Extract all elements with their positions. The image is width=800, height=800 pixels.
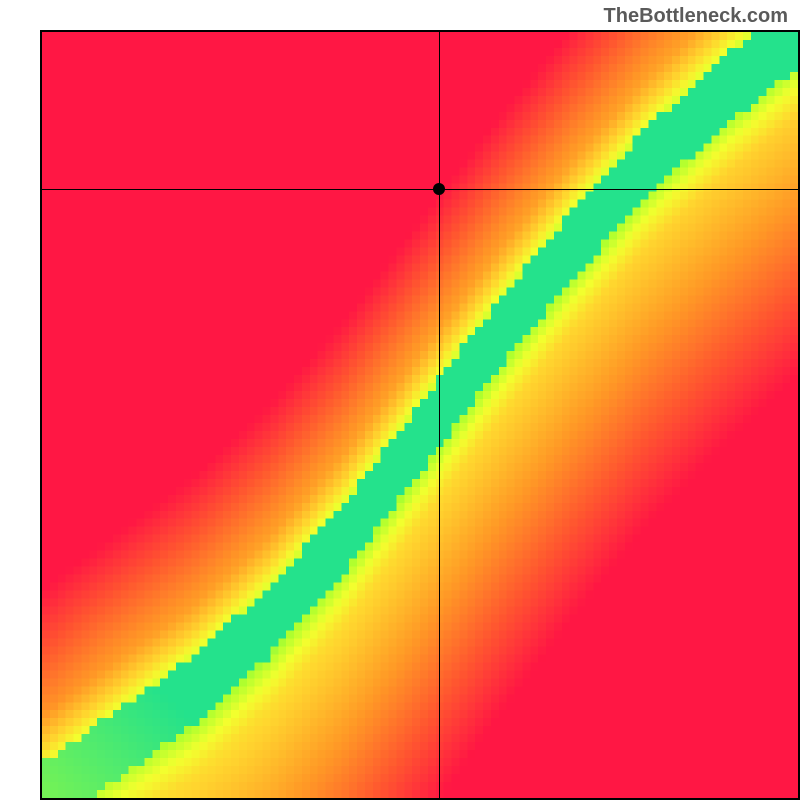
plot-area — [40, 30, 800, 800]
crosshair-horizontal — [42, 189, 798, 190]
marker-dot — [433, 183, 445, 195]
root-container: TheBottleneck.com — [0, 0, 800, 800]
crosshair-vertical — [439, 32, 440, 798]
watermark-text: TheBottleneck.com — [604, 5, 788, 28]
heatmap-canvas — [42, 32, 798, 798]
